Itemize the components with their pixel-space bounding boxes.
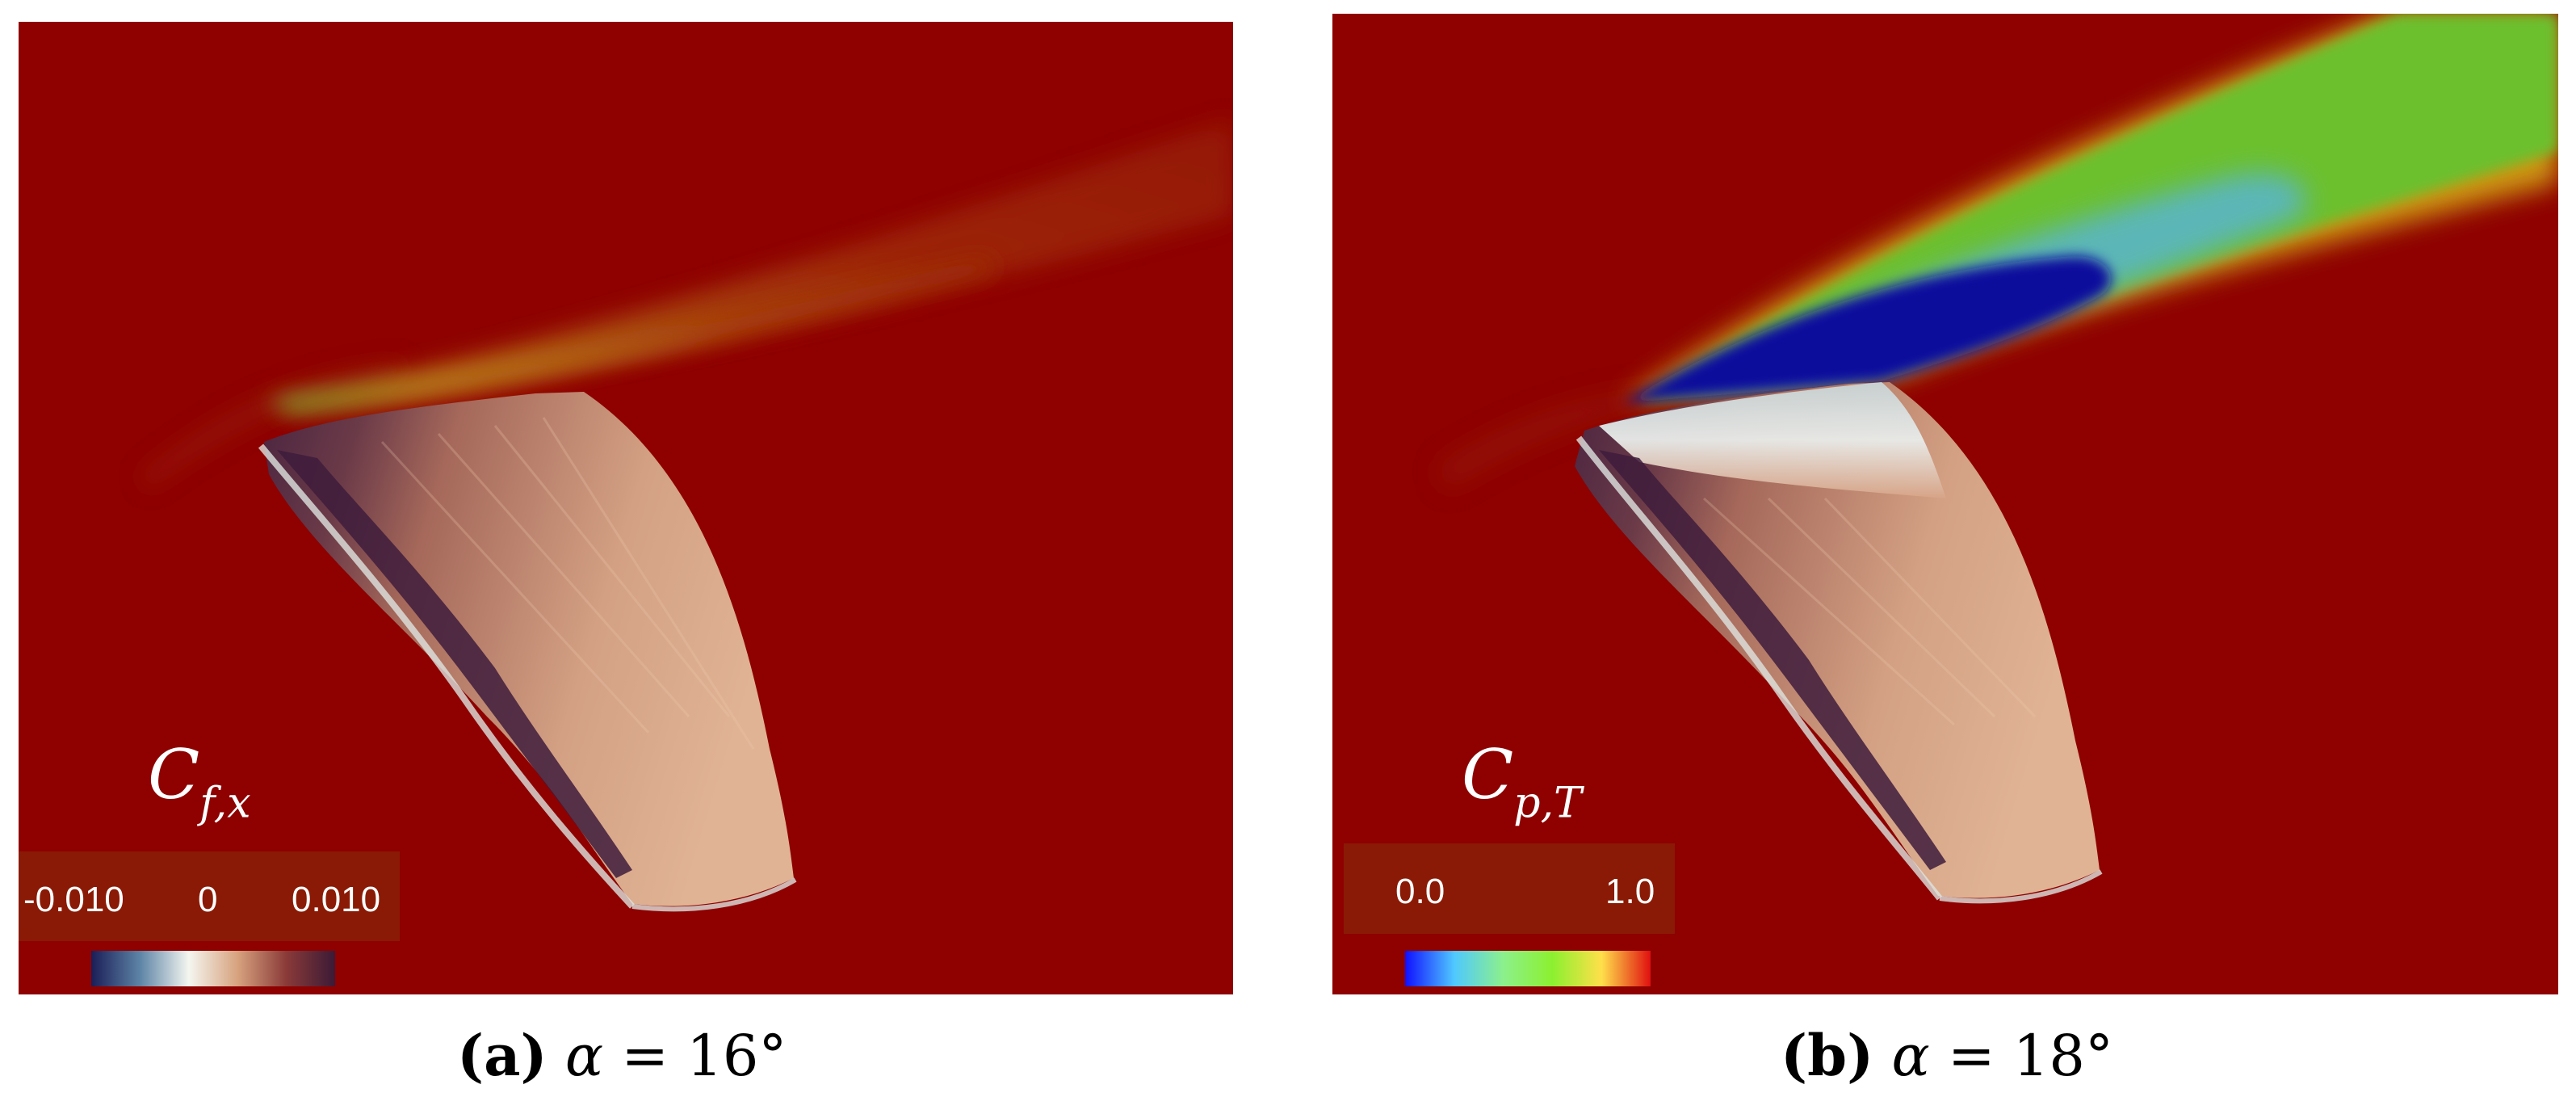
panel-a-variable-subscript: f,x [199, 779, 251, 828]
caption-b-relation: = 18° [1929, 1023, 2113, 1089]
panel-b-scene [1437, 14, 2558, 904]
panel-b-variable-base: C [1462, 735, 1514, 814]
panel-a-variable-label: Cf,x [148, 741, 251, 824]
panel-b-variable-subscript: p,T [1513, 779, 1582, 828]
caption-a-letter: (a) [457, 1022, 548, 1089]
panel-a-image: Cf,x -0.010 0 0.010 [19, 22, 1233, 994]
panel-a-variable-base: C [148, 735, 200, 814]
panel-b-tick-min: 0.0 [1395, 872, 1445, 911]
panel-b-tick-max: 1.0 [1605, 872, 1655, 911]
panel-b-colorbar [1405, 951, 1651, 986]
caption-b: (b) α = 18° [1781, 1028, 2113, 1085]
panel-b-legend-box [1344, 843, 1675, 934]
panel-a-scene [140, 119, 1233, 912]
caption-b-letter: (b) [1781, 1022, 1874, 1089]
blade-surface [1575, 382, 2100, 898]
caption-a-relation: = 16° [603, 1023, 787, 1089]
panel-b-image: Cp,T 0.0 1.0 [1332, 14, 2558, 994]
panel-a-legend-box [19, 851, 400, 941]
panel-b-variable-label: Cp,T [1462, 741, 1582, 824]
panel-a-tick-min: -0.010 [23, 880, 124, 919]
panel-a-tick-mid: 0 [198, 880, 218, 919]
caption-a: (a) α = 16° [457, 1028, 787, 1085]
panel-a-colorbar [91, 951, 335, 986]
caption-a-symbol: α [564, 1023, 604, 1089]
blade-surface [264, 392, 794, 906]
panel-a-tick-max: 0.010 [292, 880, 381, 919]
caption-b-symbol: α [1891, 1023, 1930, 1089]
